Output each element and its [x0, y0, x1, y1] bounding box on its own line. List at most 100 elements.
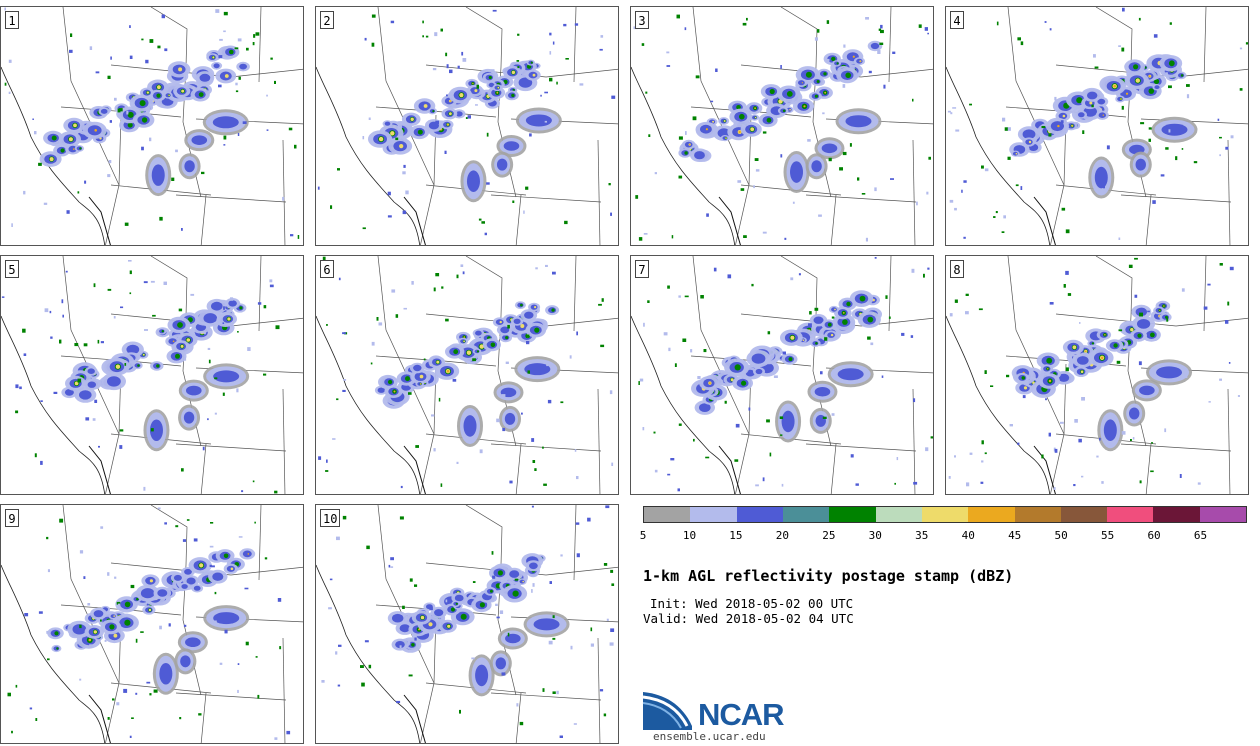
echo-cell	[654, 469, 658, 473]
ncar-logo: NCAR ensemble.ucar.edu	[642, 688, 802, 744]
echo-cell	[29, 707, 33, 710]
echo-cell	[883, 84, 886, 89]
echo-cell	[1150, 470, 1154, 473]
state-boundary	[258, 7, 262, 83]
echo-cell	[414, 584, 418, 587]
echo-cell	[741, 380, 747, 386]
echo-cell	[286, 730, 291, 735]
echo-cell	[423, 358, 426, 361]
echo-cell	[329, 578, 333, 581]
colorbar-swatch	[782, 507, 830, 522]
echo-cell	[4, 82, 7, 86]
echo-region	[1012, 151, 1018, 156]
echo-cell	[527, 370, 530, 374]
echo-cell	[638, 381, 640, 385]
echo-cell	[360, 665, 364, 668]
echo-cell	[66, 210, 70, 214]
echo-cell	[119, 445, 123, 449]
echo-cell	[393, 390, 396, 393]
echo-cell	[766, 419, 770, 423]
echo-cell	[368, 117, 371, 120]
colorbar-tick-label: 30	[868, 529, 882, 542]
echo-region	[524, 311, 534, 319]
echo-cell	[824, 337, 828, 341]
colorbar-tick-label: 35	[915, 529, 929, 542]
echo-cell	[223, 11, 228, 16]
echo-cell	[129, 735, 132, 738]
colorbar-swatch	[875, 507, 922, 522]
echo-cell	[131, 717, 134, 719]
echo-cell	[839, 167, 843, 171]
echo-cell	[1071, 125, 1073, 127]
echo-cell	[141, 146, 144, 151]
echo-cell	[739, 113, 745, 120]
echo-cell	[472, 358, 476, 362]
echo-cell	[1132, 437, 1135, 440]
echo-cell	[570, 645, 573, 650]
echo-cell	[552, 271, 556, 275]
echo-cell	[129, 292, 132, 295]
echo-cell	[1081, 397, 1085, 401]
echo-cell	[1135, 78, 1140, 83]
state-boundary	[545, 317, 618, 327]
echo-cell	[927, 32, 929, 35]
echo-cell	[516, 60, 520, 62]
echo-cell	[512, 590, 519, 597]
echo-cell	[136, 597, 139, 601]
echo-cell	[149, 137, 152, 142]
echo-cell	[653, 431, 656, 434]
ensemble-member-panel: 4	[945, 6, 1249, 246]
echo-cell	[708, 382, 711, 385]
echo-cell	[1121, 431, 1126, 435]
echo-cell	[68, 137, 73, 142]
echo-cell	[780, 434, 783, 436]
echo-cell	[46, 536, 49, 540]
echo-cell	[34, 453, 37, 458]
echo-cell	[740, 188, 745, 191]
state-boundary	[150, 7, 188, 68]
echo-cell	[867, 316, 874, 323]
echo-region	[811, 160, 822, 173]
echo-region	[399, 624, 411, 633]
echo-cell	[949, 199, 954, 203]
echo-cell	[603, 563, 608, 566]
echo-cell	[601, 298, 604, 302]
echo-cell	[1074, 419, 1078, 423]
echo-cell	[40, 400, 43, 402]
colorbar-swatch	[1199, 507, 1247, 522]
echo-cell	[199, 563, 204, 568]
echo-cell	[269, 279, 273, 283]
echo-cell	[496, 418, 500, 423]
echo-cell	[743, 235, 747, 238]
echo-cell	[762, 131, 767, 134]
state-boundary	[282, 139, 286, 245]
echo-region	[463, 415, 477, 437]
echo-cell	[901, 332, 905, 336]
state-boundary	[1203, 7, 1207, 83]
echo-cell	[120, 306, 124, 309]
echo-cell	[461, 51, 464, 56]
colorbar-tick-label: 10	[682, 529, 697, 542]
echo-cell	[402, 605, 405, 609]
echo-cell	[1080, 370, 1084, 373]
echo-region	[1083, 106, 1097, 117]
echo-cell	[611, 95, 616, 99]
echo-cell	[163, 281, 167, 285]
echo-region	[755, 368, 763, 375]
echo-cell	[403, 164, 406, 168]
echo-cell	[492, 9, 497, 12]
echo-cell	[1053, 487, 1056, 490]
echo-cell	[549, 581, 552, 584]
echo-cell	[1186, 84, 1190, 87]
echo-cell	[1230, 135, 1234, 139]
echo-cell	[223, 144, 226, 146]
echo-cell	[605, 505, 610, 509]
echo-cell	[112, 698, 115, 701]
echo-cell	[808, 323, 812, 327]
echo-cell	[549, 32, 552, 36]
echo-cell	[954, 299, 958, 303]
echo-cell	[446, 64, 449, 69]
state-boundary	[377, 505, 435, 684]
echo-cell	[411, 281, 414, 285]
state-boundary	[1140, 118, 1248, 125]
